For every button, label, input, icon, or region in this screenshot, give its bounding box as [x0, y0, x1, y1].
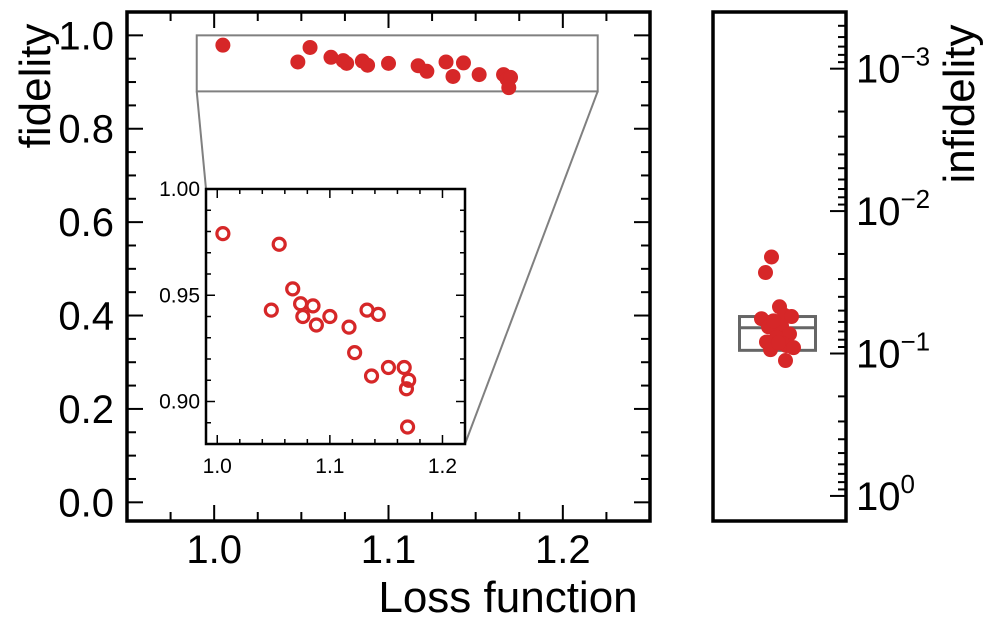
inset-y-tick-label: 0.90	[159, 391, 200, 414]
main-data-point	[471, 67, 487, 83]
main-y-axis-label: fidelity	[11, 24, 60, 149]
inset-data-point	[271, 236, 287, 252]
zoom-box	[195, 34, 599, 93]
inset-ticks	[206, 188, 466, 445]
inset-data-point	[263, 302, 279, 318]
infidelity-data-point	[764, 249, 779, 265]
main-data-point	[302, 39, 318, 55]
main-ticks	[126, 11, 651, 521]
inset-data-point	[295, 308, 311, 325]
main-data-point	[290, 54, 306, 70]
infidelity-y-tick-label: 100	[856, 469, 915, 519]
inset-data-point	[305, 298, 321, 314]
inset-data-point	[285, 281, 301, 297]
zoom-connector	[464, 91, 599, 445]
infidelity-data-point	[758, 265, 773, 281]
main-data-point	[501, 80, 517, 96]
infidelity-data-points	[754, 249, 801, 369]
zoom-connector	[195, 91, 207, 190]
infidelity-plot-frame	[711, 10, 848, 523]
infidelity-y-tick-label: 10−2	[856, 184, 930, 234]
main-x-axis-label: Loss function	[378, 573, 637, 622]
inset-x-tick-labels: 1.0 1.1 1.2	[203, 455, 457, 478]
infidelity-ticks	[830, 11, 846, 497]
inset-data-points	[215, 226, 417, 435]
main-x-tick-labels: 1.0 1.1 1.2	[186, 528, 590, 572]
inset-data-point	[401, 372, 417, 388]
main-data-point	[323, 49, 339, 65]
inset-x-tick-label: 1.2	[428, 455, 457, 478]
zoom-region	[195, 34, 599, 445]
main-y-tick-label: 0.2	[58, 388, 114, 432]
main-chart: 1.0 1.1 1.2 0.0 0.2 0.4 0.6 0.8 1.0 Loss…	[11, 10, 652, 622]
main-x-tick-label: 1.2	[535, 528, 591, 572]
infidelity-y-tick-label: 10−1	[856, 327, 930, 377]
main-data-point	[455, 55, 471, 71]
main-y-tick-label: 1.0	[58, 14, 114, 58]
main-y-tick-label: 0.6	[58, 201, 114, 245]
inset-data-point	[322, 308, 338, 325]
inset-data-point	[215, 226, 231, 242]
infidelity-chart: 10−3 10−2 10−1 100 infidelity	[711, 10, 984, 523]
main-data-point	[381, 55, 396, 71]
inset-data-point	[308, 317, 324, 333]
inset-data-point	[398, 381, 415, 397]
main-data-point	[360, 57, 376, 73]
infidelity-data-point	[778, 353, 793, 369]
inset-data-point	[347, 345, 363, 361]
main-y-tick-label: 0.0	[58, 481, 114, 525]
main-x-tick-label: 1.1	[361, 528, 417, 572]
inset-y-tick-labels: 0.90 0.95 1.00	[159, 178, 200, 414]
main-data-point	[438, 54, 454, 70]
infidelity-y-tick-label: 10−3	[856, 42, 930, 92]
infidelity-data-point	[786, 340, 801, 356]
infidelity-data-point	[766, 313, 781, 329]
inset-y-tick-label: 0.95	[159, 284, 200, 307]
inset-data-point	[396, 359, 412, 376]
main-y-tick-label: 0.4	[58, 295, 114, 339]
inset-data-point	[399, 419, 416, 435]
infidelity-y-axis-label: infidelity	[935, 25, 984, 184]
main-y-tick-label: 0.8	[58, 108, 114, 152]
infidelity-y-tick-labels: 10−3 10−2 10−1 100	[856, 42, 930, 519]
inset-data-point	[363, 368, 380, 384]
inset-data-point	[380, 359, 397, 376]
main-data-point	[339, 55, 355, 71]
inset-chart: 1.0 1.1 1.2 0.90 0.95 1.00	[159, 178, 467, 478]
main-y-tick-labels: 0.0 0.2 0.4 0.6 0.8 1.0	[58, 14, 114, 525]
inset-data-point	[370, 306, 386, 322]
inset-x-tick-label: 1.0	[203, 455, 232, 478]
inset-y-tick-label: 1.00	[159, 178, 200, 201]
infidelity-data-point	[771, 335, 786, 351]
main-data-point	[215, 37, 231, 53]
main-data-points	[215, 37, 519, 96]
inset-data-point	[341, 319, 357, 335]
main-data-point	[445, 68, 461, 84]
infidelity-data-point	[784, 309, 799, 325]
inset-x-tick-label: 1.1	[315, 455, 344, 478]
main-data-point	[419, 63, 435, 79]
main-x-tick-label: 1.0	[186, 528, 242, 572]
